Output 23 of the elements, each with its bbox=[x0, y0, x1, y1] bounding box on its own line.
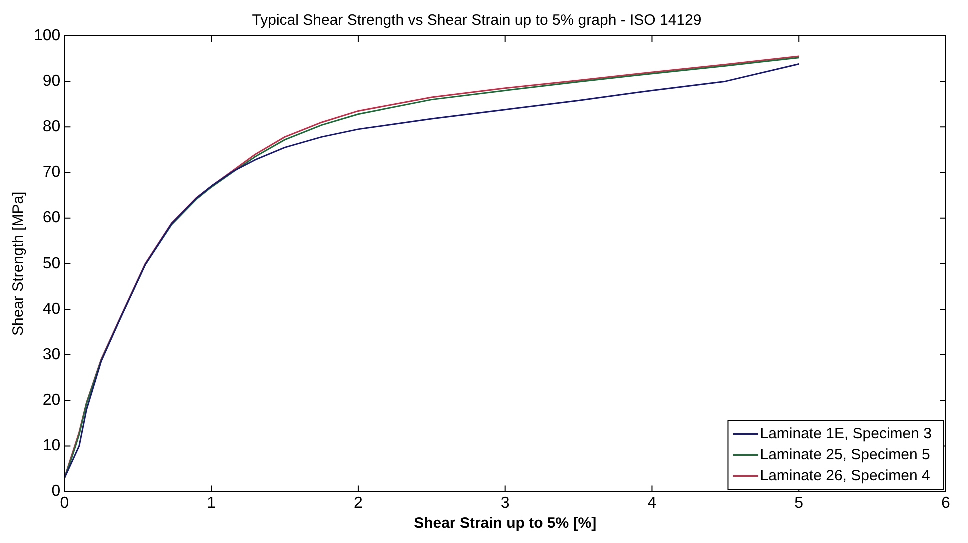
y-tick-label: 50 bbox=[42, 255, 61, 272]
y-tick-label: 40 bbox=[42, 300, 61, 318]
x-tick-label: 2 bbox=[354, 494, 364, 512]
x-axis-title: Shear Strain up to 5% [%] bbox=[414, 515, 597, 532]
x-tick-label: 6 bbox=[942, 494, 951, 512]
y-tick-label: 10 bbox=[42, 438, 61, 455]
x-tick-label: 4 bbox=[648, 494, 657, 512]
y-tick-label: 70 bbox=[42, 164, 61, 182]
y-tick-label: 100 bbox=[34, 27, 61, 44]
chart-title: Typical Shear Strength vs Shear Strain up to 5% graph - ISO 14129 bbox=[252, 12, 702, 30]
y-tick-label: 30 bbox=[42, 346, 61, 364]
y-tick-label: 0 bbox=[52, 483, 61, 500]
x-tick-label: 1 bbox=[207, 494, 216, 512]
legend-label: Laminate 26, Specimen 4 bbox=[760, 467, 930, 484]
legend-label: Laminate 1E, Specimen 3 bbox=[760, 425, 932, 442]
y-tick-label: 60 bbox=[42, 210, 61, 227]
x-tick-label: 5 bbox=[794, 494, 804, 512]
y-tick-label: 20 bbox=[42, 392, 61, 410]
y-tick-label: 90 bbox=[42, 72, 61, 90]
y-axis-title: Shear Strength [MPa] bbox=[10, 192, 28, 336]
x-tick-label: 3 bbox=[500, 494, 510, 512]
legend-label: Laminate 25, Specimen 5 bbox=[760, 446, 930, 464]
y-tick-label: 80 bbox=[42, 118, 61, 136]
